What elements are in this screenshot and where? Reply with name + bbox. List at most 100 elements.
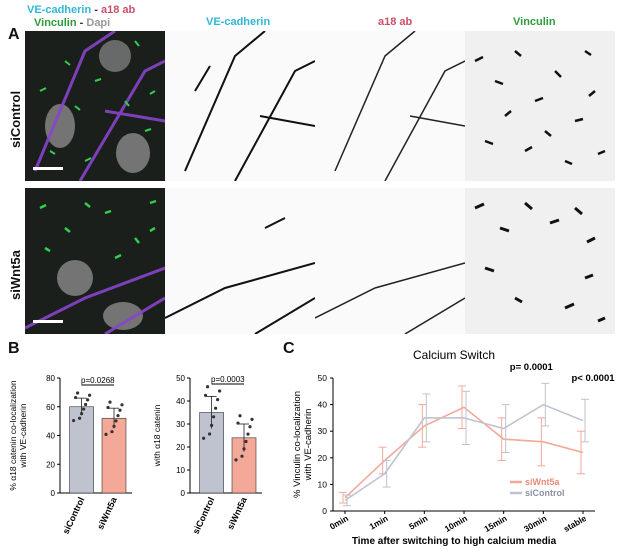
line-xtick-label: 15min — [482, 513, 508, 534]
line-xtick-label: 1min — [367, 513, 389, 532]
line-ytick-label: 10 — [318, 479, 328, 489]
line-xtick-label: 10min — [443, 513, 469, 534]
panel-label-b: B — [8, 340, 20, 357]
bar1-sample-dot — [110, 430, 114, 434]
bar1-sample-dot — [118, 408, 122, 412]
bar1-ylabel-line2: with VE-cadherin — [18, 403, 28, 469]
line-ytick-label: 30 — [318, 426, 328, 436]
bar2-ylabel-line2: with α18 catenin — [152, 404, 162, 467]
bar2-xtick-label: siWnt5a — [225, 495, 249, 531]
bar1-ylabel-line1: % α18 catenin co-localization — [8, 380, 18, 491]
bar2-sample-dot — [202, 436, 206, 440]
bar1-xtick-label: siWnt5a — [95, 495, 119, 531]
bar1-sample-dot — [106, 405, 110, 410]
bar1-sample-dot — [104, 432, 108, 436]
bar1-ytick-label: 20 — [46, 460, 55, 469]
bar2-ytick-label: 40 — [176, 397, 185, 406]
bar1-sample-dot — [78, 416, 82, 420]
bar2-sample-dot — [250, 417, 254, 421]
annotation-pvalue-30min: p= 0.0001 — [510, 362, 554, 373]
column-header-vinculin: Vinculin — [513, 16, 556, 28]
legend-a18: a18 ab — [100, 4, 136, 16]
series-siControl-line — [344, 403, 584, 502]
bar1-sample-dot — [72, 418, 76, 423]
row-label-siwnt5a: siWnt5a — [8, 250, 23, 300]
bar-chart-alpha18: % α18 catenin co-localization with VE-cad… — [8, 374, 132, 536]
bar1-sample-dot — [112, 424, 116, 428]
line-xtick-label: 5min — [407, 513, 429, 532]
bar1-sample-dot — [74, 395, 78, 400]
line-ylabel-line1: % Vinculin co-localization — [292, 391, 303, 498]
line-ytick-label: 50 — [318, 373, 328, 383]
micrograph-siwnt5a-a18 — [315, 188, 465, 334]
bar2-pvalue: p=0.0003 — [211, 375, 245, 384]
bar1-ytick-label: 40 — [46, 432, 55, 441]
bar1-pvalue: p=0.0268 — [81, 376, 115, 385]
bar1-sample-dot — [76, 391, 80, 395]
bar1-sample-dot — [114, 419, 118, 423]
legend-vecadherin: VE-cadherin — [27, 4, 92, 16]
line-ytick-label: 0 — [322, 506, 327, 516]
bar1-siControl-bar — [69, 406, 94, 494]
column-header-vecadherin: VE-cadherin — [206, 16, 271, 28]
micrograph-sicontrol-vecadherin — [165, 31, 315, 181]
bar1-ytick-label: 60 — [46, 403, 55, 412]
bar2-sample-dot — [208, 432, 212, 436]
bar2-ytick-label: 20 — [176, 443, 185, 452]
bar2-sample-dot — [240, 454, 244, 458]
panel-label-c: C — [283, 340, 295, 357]
legend-dapi: Dapi — [86, 17, 111, 29]
micrograph-sicontrol-merge — [25, 31, 165, 181]
bar2-siWnt5a-bar — [231, 437, 257, 494]
channel-legend-line2: Vinculin - Dapi — [34, 17, 110, 29]
bar1-siWnt5a-bar — [101, 417, 127, 494]
panel-label-a: A — [8, 26, 20, 43]
line-xtick-label: 30min — [522, 513, 548, 534]
bar1-ytick-label: 0 — [51, 489, 56, 498]
bar1-sample-dot — [80, 412, 84, 416]
bar2-sample-dot — [212, 415, 216, 419]
bar2-ytick-label: 30 — [176, 420, 185, 429]
micrograph-siwnt5a-vecadherin — [165, 188, 315, 334]
bar2-sample-dot — [244, 439, 248, 444]
line-chart-calcium-switch: Calcium Switch % Vinculin co-localization… — [292, 348, 615, 547]
bar2-ytick-label: 0 — [181, 489, 186, 498]
row-label-sicontrol: siControl — [8, 90, 23, 148]
micrograph-sicontrol-vinculin — [465, 31, 615, 181]
bar2-xtick-label: siControl — [191, 496, 217, 536]
column-header-a18: a18 ab — [378, 16, 413, 28]
bar2-sample-dot — [216, 398, 220, 402]
bar2-sample-dot — [236, 421, 240, 425]
bar1-xtick-label: siControl — [61, 496, 87, 536]
legend-siWnt5a-label: siWnt5a — [525, 477, 561, 487]
line-xtick-label: 0min — [328, 513, 350, 532]
line-ytick-label: 20 — [318, 453, 328, 463]
bar1-sample-dot — [84, 402, 88, 407]
bar2-sample-dot — [206, 385, 210, 389]
legend-vinculin: Vinculin — [34, 17, 77, 29]
bar2-ytick-label: 10 — [176, 466, 185, 475]
annotation-pvalue-stable: p< 0.0001 — [571, 373, 615, 384]
micrograph-siwnt5a-vinculin — [465, 188, 615, 334]
line-chart-title: Calcium Switch — [413, 348, 495, 362]
bar1-sample-dot — [86, 398, 90, 402]
micrograph-siwnt5a-merge — [25, 188, 165, 334]
bar2-sample-dot — [234, 458, 238, 462]
bar2-sample-dot — [210, 423, 214, 427]
bar1-sample-dot — [116, 413, 120, 418]
legend-siControl-label: siControl — [525, 488, 565, 498]
bar2-ytick-label: 50 — [176, 374, 185, 383]
bar2-sample-dot — [246, 432, 250, 436]
micrograph-sicontrol-a18 — [315, 31, 465, 181]
bar2-sample-dot — [248, 425, 252, 429]
bar2-sample-dot — [238, 414, 242, 418]
line-xtick-label: stable — [562, 513, 589, 534]
bar2-sample-dot — [242, 447, 246, 451]
bar2-sample-dot — [218, 389, 222, 393]
legend-dash-1: - — [91, 4, 101, 16]
bar2-sample-dot — [204, 393, 208, 397]
bar1-sample-dot — [120, 403, 124, 407]
line-xlabel: Time after switching to high calcium med… — [352, 536, 557, 547]
line-ylabel-line2: with VE-cadherin — [303, 409, 314, 482]
